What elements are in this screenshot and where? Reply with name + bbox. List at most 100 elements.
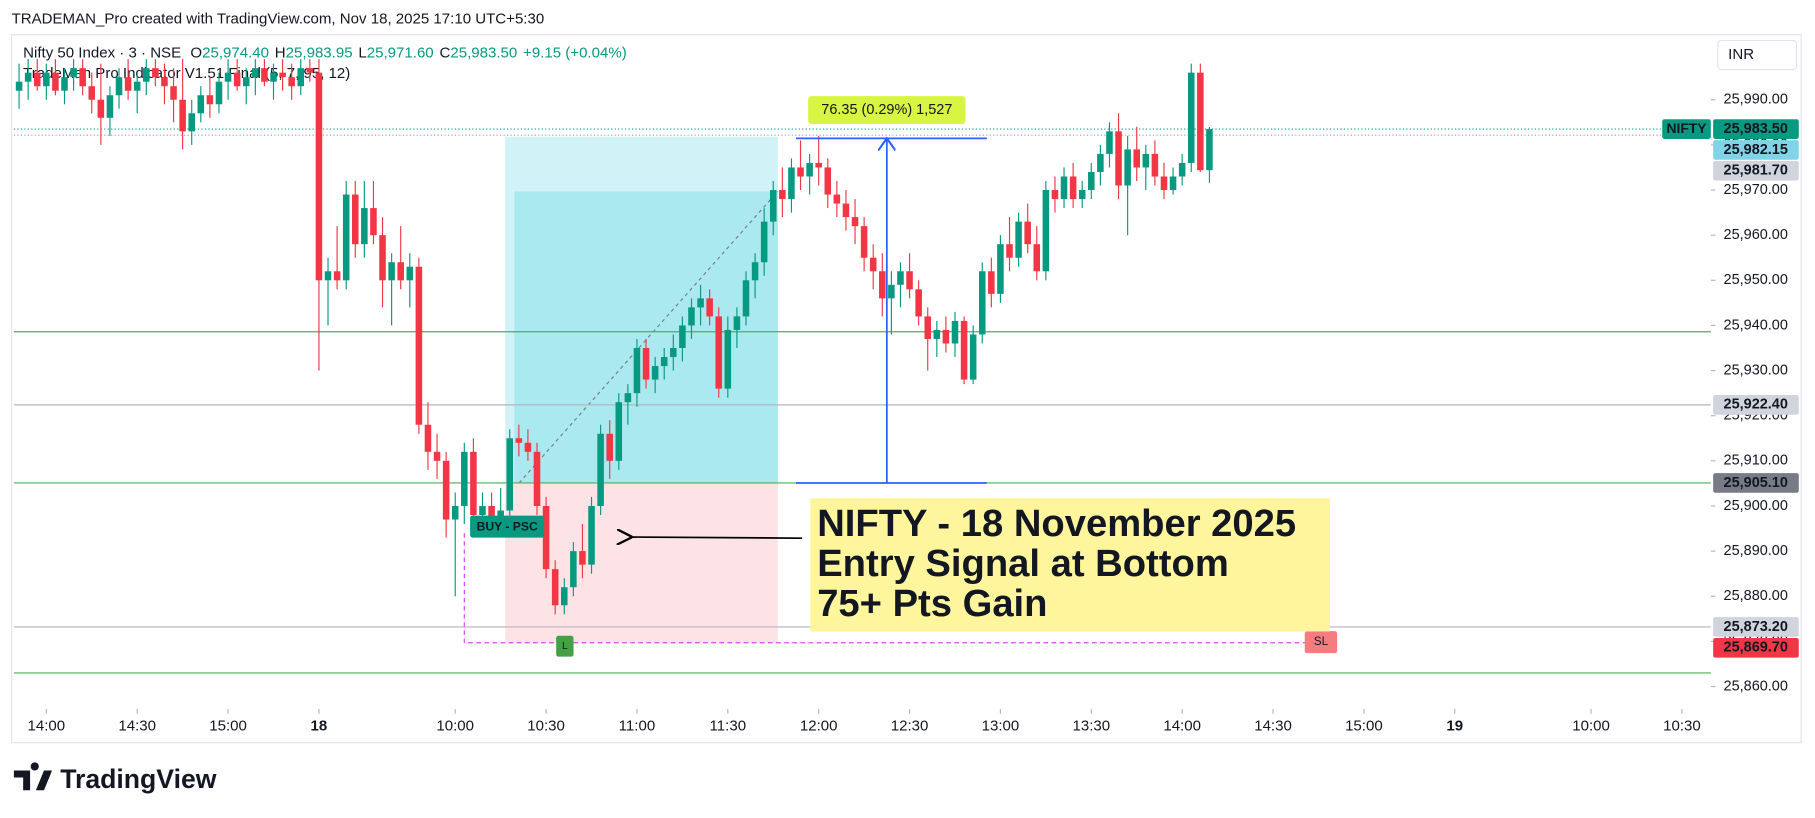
- price-label: 25,983.50: [1724, 121, 1788, 137]
- currency[interactable]: INR: [1728, 46, 1754, 63]
- annotation-box: [810, 498, 1330, 632]
- candle-body: [1024, 221, 1031, 245]
- candle-body: [224, 72, 232, 82]
- y-tick-label: 25,990.00: [1724, 92, 1788, 108]
- candle-body: [542, 505, 550, 570]
- measure-label-box: [808, 96, 966, 124]
- stop-tag-box: [1304, 631, 1338, 654]
- buy-box: [470, 515, 545, 538]
- candle-body: [470, 451, 477, 516]
- candle-body: [106, 95, 114, 118]
- candle-body: [252, 68, 259, 78]
- candle-body: [551, 569, 559, 606]
- buy-label: BUY - PSC: [477, 519, 538, 533]
- candle-body: [969, 334, 977, 380]
- candle-body: [824, 167, 832, 195]
- x-tick-label: 15:00: [1345, 717, 1383, 734]
- x-tick-label: 12:30: [891, 717, 929, 734]
- candle-body: [1060, 176, 1068, 200]
- candle-body: [33, 72, 41, 87]
- x-tick-label: 10:00: [1572, 717, 1610, 734]
- x-tick-label: 14:30: [118, 717, 156, 734]
- x-tick-label: 18: [311, 717, 328, 734]
- candle-body: [978, 271, 986, 335]
- candle-body: [1015, 221, 1022, 258]
- candle-body: [751, 262, 759, 281]
- price-label-box: [1713, 119, 1799, 139]
- candle-body: [124, 77, 132, 91]
- ohlc-key: C: [439, 44, 450, 61]
- candle-body: [788, 167, 795, 200]
- price-label: 25,905.10: [1724, 475, 1788, 491]
- target-zone: [505, 136, 778, 483]
- candle-body: [233, 72, 241, 87]
- price-label: 25,981.70: [1724, 163, 1788, 179]
- candle-body: [806, 162, 813, 177]
- candle-body: [315, 72, 323, 281]
- candle-body: [624, 393, 632, 403]
- candle-body: [879, 271, 886, 299]
- candle-body: [1069, 176, 1077, 200]
- stop-zone: [505, 482, 778, 643]
- candle-body: [1042, 190, 1050, 272]
- candle-body: [524, 442, 532, 452]
- candle-body: [997, 244, 1004, 294]
- brand-logo: [13, 762, 53, 791]
- candle-body: [1187, 72, 1195, 163]
- candle-body: [833, 194, 841, 204]
- indicator: TradeMan Pro Indicator V1.51 Final (5, 7…: [23, 65, 350, 82]
- candle-body: [370, 208, 377, 236]
- candle-body: [324, 271, 332, 281]
- stop-tag: SL: [1314, 636, 1329, 648]
- candle-body: [679, 325, 686, 349]
- position-diagonal: [518, 190, 779, 484]
- price-label-box: [1713, 473, 1799, 493]
- ohlc-key: H: [275, 44, 286, 61]
- symbol: Nifty 50 Index · 3 · NSE: [23, 44, 181, 61]
- candle-body: [361, 208, 368, 245]
- candle-body: [1151, 153, 1159, 177]
- ohlc-key: L: [358, 44, 366, 61]
- candle-body: [1006, 244, 1013, 258]
- candle-body: [797, 167, 804, 177]
- candle-body: [43, 72, 50, 87]
- candle-body: [1088, 171, 1095, 191]
- frame: [10, 34, 1802, 744]
- candle-body: [915, 289, 922, 317]
- candle-body: [960, 320, 968, 380]
- currency-box[interactable]: [1717, 39, 1798, 71]
- candle-body: [388, 262, 395, 281]
- candle-body: [406, 266, 414, 281]
- price-label-box: [1713, 617, 1799, 637]
- candle-body: [851, 217, 859, 227]
- price-label: 25,873.20: [1724, 619, 1788, 635]
- candle-body: [188, 113, 195, 132]
- ohlc-key: O: [190, 44, 202, 61]
- credit: TRADEMAN_Pro created with TradingView.co…: [12, 11, 545, 28]
- x-tick-label: 13:00: [982, 717, 1020, 734]
- candle-body: [479, 505, 486, 516]
- x-tick-label: 15:00: [209, 717, 247, 734]
- annotation-arrow: [631, 537, 803, 538]
- candle-body: [633, 348, 641, 394]
- candle-body: [515, 438, 523, 443]
- candle-body: [88, 86, 96, 100]
- brand: TradingView: [60, 764, 217, 794]
- candle-body: [97, 99, 105, 118]
- price-label-box: [1713, 140, 1799, 160]
- candle-body: [197, 95, 205, 114]
- candle-body: [379, 235, 386, 281]
- candle-body: [1133, 149, 1140, 168]
- measure-label: 76.35 (0.29%) 1,527: [821, 102, 952, 118]
- candle-body: [70, 68, 77, 78]
- candle-body: [415, 266, 423, 425]
- symbol-tag: NIFTY: [1666, 120, 1707, 136]
- y-tick-label: 25,910.00: [1724, 453, 1788, 469]
- candle-body: [1206, 129, 1213, 171]
- price-label: 25,922.40: [1724, 397, 1788, 413]
- candle-body: [742, 280, 750, 317]
- candle-body: [1106, 131, 1113, 154]
- candle-body: [488, 505, 495, 520]
- candle-body: [579, 551, 586, 565]
